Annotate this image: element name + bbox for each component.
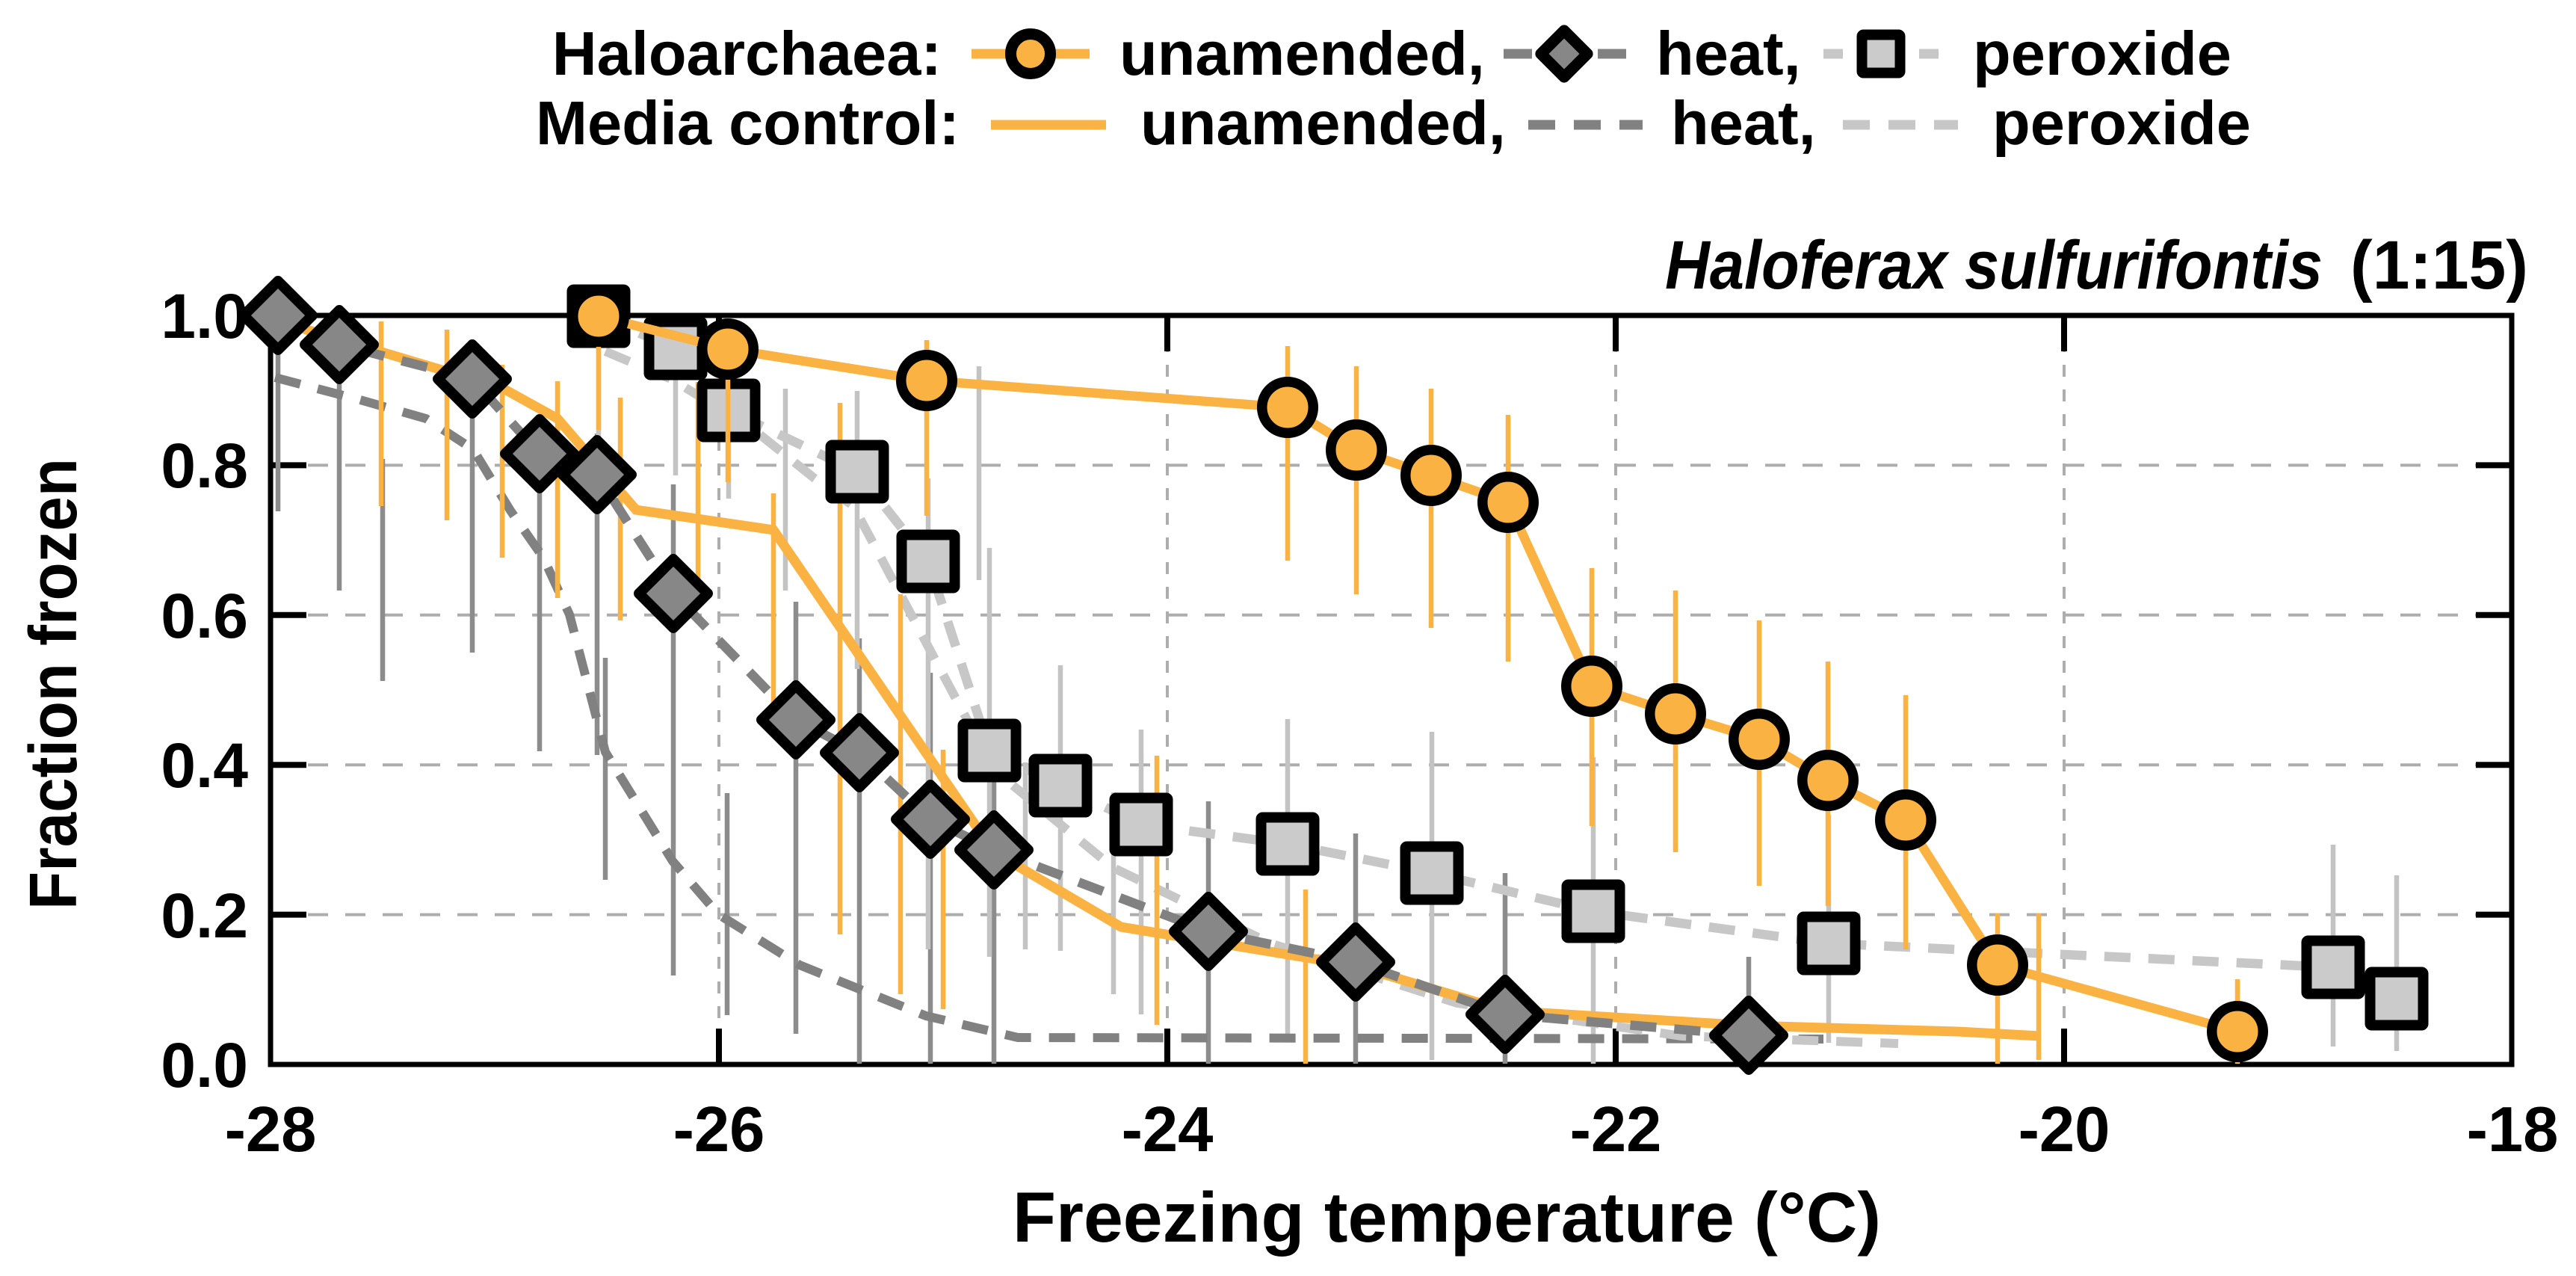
svg-text:0.8: 0.8 bbox=[161, 431, 248, 501]
svg-text:-20: -20 bbox=[2019, 1094, 2110, 1165]
svg-text:Fraction frozen: Fraction frozen bbox=[16, 458, 91, 910]
svg-text:1.0: 1.0 bbox=[161, 281, 248, 351]
svg-text:unamended,: unamended, bbox=[1140, 88, 1506, 158]
svg-text:-18: -18 bbox=[2467, 1094, 2559, 1165]
svg-text:peroxide: peroxide bbox=[1973, 19, 2231, 88]
svg-text:0.0: 0.0 bbox=[161, 1030, 248, 1100]
svg-text:-28: -28 bbox=[225, 1094, 317, 1165]
svg-text:heat,: heat, bbox=[1656, 19, 1801, 88]
svg-text:(1:15): (1:15) bbox=[2350, 227, 2528, 303]
svg-text:unamended,: unamended, bbox=[1119, 19, 1485, 88]
svg-text:0.6: 0.6 bbox=[161, 581, 248, 651]
svg-text:Media control:: Media control: bbox=[536, 88, 960, 158]
svg-text:Haloarchaea:: Haloarchaea: bbox=[552, 19, 942, 88]
svg-text:peroxide: peroxide bbox=[1992, 88, 2251, 158]
svg-text:0.4: 0.4 bbox=[161, 730, 248, 801]
svg-text:Haloferax sulfurifontis: Haloferax sulfurifontis bbox=[1665, 227, 2323, 303]
svg-text:-22: -22 bbox=[1570, 1094, 1662, 1165]
svg-text:heat,: heat, bbox=[1671, 88, 1816, 158]
svg-text:-26: -26 bbox=[673, 1094, 765, 1165]
svg-text:Freezing temperature (°C): Freezing temperature (°C) bbox=[1013, 1178, 1881, 1257]
svg-text:-24: -24 bbox=[1122, 1094, 1214, 1165]
svg-text:0.2: 0.2 bbox=[161, 881, 248, 951]
